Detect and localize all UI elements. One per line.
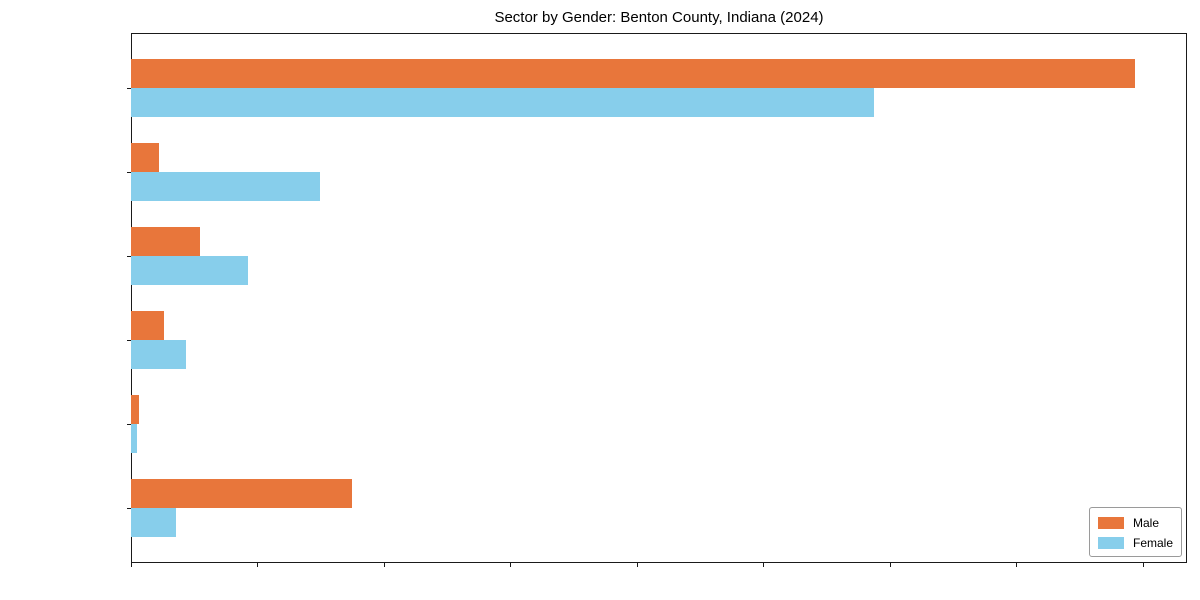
x-tick: [763, 563, 765, 567]
bar-female-0: [131, 88, 874, 117]
y-tick: [127, 339, 131, 341]
x-tick-label: [218, 569, 298, 585]
chart-title: Sector by Gender: Benton County, Indiana…: [494, 9, 824, 26]
bar-male-1: [131, 143, 160, 172]
y-tick-label: [0, 248, 122, 264]
y-tick: [127, 171, 131, 173]
y-tick: [127, 87, 131, 89]
x-tick-label: [977, 569, 1057, 585]
x-tick-label: [344, 569, 424, 585]
x-tick-label: [471, 569, 551, 585]
x-tick: [257, 563, 259, 567]
y-tick: [127, 423, 131, 425]
bar-male-5: [131, 479, 352, 508]
y-tick-label: [0, 164, 122, 180]
legend-swatch-male: [1098, 517, 1124, 529]
legend-label: Male: [1133, 516, 1160, 530]
legend-entry-female: Female: [1098, 533, 1173, 553]
bar-female-2: [131, 256, 249, 285]
x-tick: [1016, 563, 1018, 567]
legend-label: Female: [1133, 536, 1174, 550]
y-tick-label: [0, 500, 122, 516]
y-tick-label: [0, 80, 122, 96]
legend: Male Female: [1089, 507, 1182, 557]
plot-area: [131, 33, 1187, 563]
x-tick: [130, 563, 132, 567]
bar-female-3: [131, 340, 187, 369]
bar-male-3: [131, 311, 164, 340]
x-tick-label: [724, 569, 804, 585]
x-tick: [889, 563, 891, 567]
y-tick: [127, 507, 131, 509]
x-tick: [510, 563, 512, 567]
legend-entry-male: Male: [1098, 513, 1173, 533]
x-tick: [383, 563, 385, 567]
bar-female-5: [131, 508, 176, 537]
y-tick-label: [0, 416, 122, 432]
bar-male-4: [131, 395, 139, 424]
x-tick: [636, 563, 638, 567]
legend-swatch-female: [1098, 537, 1124, 549]
y-tick: [127, 255, 131, 257]
bar-female-4: [131, 424, 138, 453]
y-tick-label: [0, 332, 122, 348]
bar-male-0: [131, 59, 1136, 88]
x-tick-label: [1103, 569, 1183, 585]
bar-female-1: [131, 172, 321, 201]
x-tick-label: [597, 569, 677, 585]
bar-male-2: [131, 227, 200, 256]
x-tick-label: [850, 569, 930, 585]
x-tick-label: [91, 569, 171, 585]
x-tick: [1142, 563, 1144, 567]
